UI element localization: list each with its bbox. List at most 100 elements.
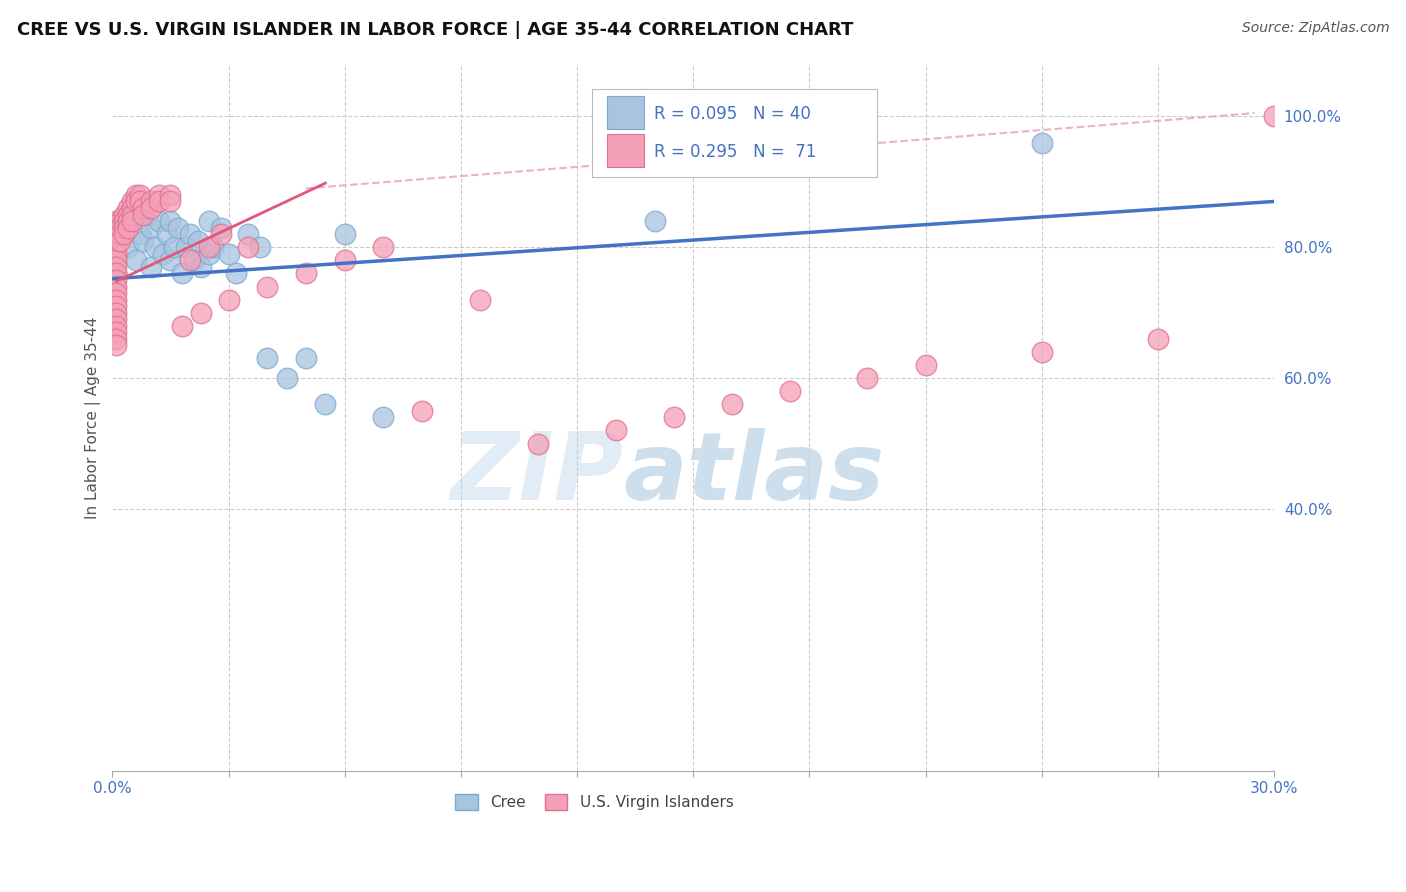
Point — [105, 260, 128, 274]
Point — [218, 247, 240, 261]
Point — [190, 306, 212, 320]
Point — [121, 194, 143, 209]
Point — [1147, 332, 1170, 346]
Point — [172, 318, 194, 333]
Point — [721, 397, 744, 411]
Point — [779, 384, 801, 399]
Point — [105, 299, 128, 313]
Text: R = 0.095   N = 40: R = 0.095 N = 40 — [654, 105, 811, 123]
Point — [159, 253, 181, 268]
Point — [132, 234, 155, 248]
Point — [256, 279, 278, 293]
Point — [117, 201, 139, 215]
Point — [105, 286, 128, 301]
Point — [124, 194, 146, 209]
Point — [148, 214, 170, 228]
Point — [167, 220, 190, 235]
Point — [1263, 109, 1285, 123]
Point — [108, 214, 131, 228]
Point — [121, 201, 143, 215]
Point — [143, 240, 166, 254]
Text: ZIP: ZIP — [451, 428, 623, 520]
Point — [373, 240, 395, 254]
Point — [128, 227, 150, 242]
Point — [249, 240, 271, 254]
Point — [112, 214, 135, 228]
Point — [105, 267, 128, 281]
FancyBboxPatch shape — [607, 96, 644, 128]
Point — [314, 397, 336, 411]
Point — [644, 214, 666, 228]
Point — [1031, 345, 1053, 359]
Point — [174, 240, 197, 254]
Point — [209, 227, 232, 242]
Point — [218, 293, 240, 307]
Point — [856, 371, 879, 385]
Point — [914, 358, 936, 372]
Point — [105, 267, 128, 281]
Point — [105, 293, 128, 307]
Point — [112, 227, 135, 242]
Point — [225, 267, 247, 281]
Point — [256, 351, 278, 366]
Point — [187, 234, 209, 248]
Point — [132, 201, 155, 215]
Point — [112, 208, 135, 222]
Point — [179, 253, 201, 268]
Point — [139, 194, 162, 209]
FancyBboxPatch shape — [607, 135, 644, 167]
Point — [132, 208, 155, 222]
Point — [136, 208, 159, 222]
Legend: Cree, U.S. Virgin Islanders: Cree, U.S. Virgin Islanders — [450, 788, 740, 816]
Point — [105, 306, 128, 320]
Point — [276, 371, 298, 385]
Text: R = 0.295   N =  71: R = 0.295 N = 71 — [654, 143, 815, 161]
Point — [112, 220, 135, 235]
Point — [124, 188, 146, 202]
Point — [148, 194, 170, 209]
Point — [159, 214, 181, 228]
Point — [105, 220, 128, 235]
Point — [105, 227, 128, 242]
Point — [333, 253, 356, 268]
Point — [108, 227, 131, 242]
Point — [108, 220, 131, 235]
Text: atlas: atlas — [623, 428, 884, 520]
Point — [198, 214, 221, 228]
Point — [139, 201, 162, 215]
Point — [470, 293, 492, 307]
Point — [139, 220, 162, 235]
Point — [662, 410, 685, 425]
Point — [121, 208, 143, 222]
Point — [236, 240, 259, 254]
Point — [117, 240, 139, 254]
Point — [159, 194, 181, 209]
Point — [373, 410, 395, 425]
Point — [128, 194, 150, 209]
Point — [179, 227, 201, 242]
Point — [105, 214, 128, 228]
Point — [105, 326, 128, 340]
Point — [236, 227, 259, 242]
Y-axis label: In Labor Force | Age 35-44: In Labor Force | Age 35-44 — [86, 316, 101, 518]
Point — [183, 253, 205, 268]
Point — [117, 208, 139, 222]
Point — [105, 253, 128, 268]
Point — [152, 247, 174, 261]
Point — [333, 227, 356, 242]
FancyBboxPatch shape — [592, 89, 877, 178]
Point — [105, 240, 128, 254]
Point — [202, 240, 225, 254]
Point — [108, 234, 131, 248]
Point — [105, 234, 128, 248]
Point — [295, 267, 318, 281]
Point — [163, 240, 186, 254]
Point — [108, 220, 131, 235]
Point — [198, 247, 221, 261]
Point — [159, 188, 181, 202]
Point — [128, 188, 150, 202]
Point — [117, 214, 139, 228]
Point — [156, 227, 179, 242]
Text: Source: ZipAtlas.com: Source: ZipAtlas.com — [1241, 21, 1389, 35]
Point — [172, 267, 194, 281]
